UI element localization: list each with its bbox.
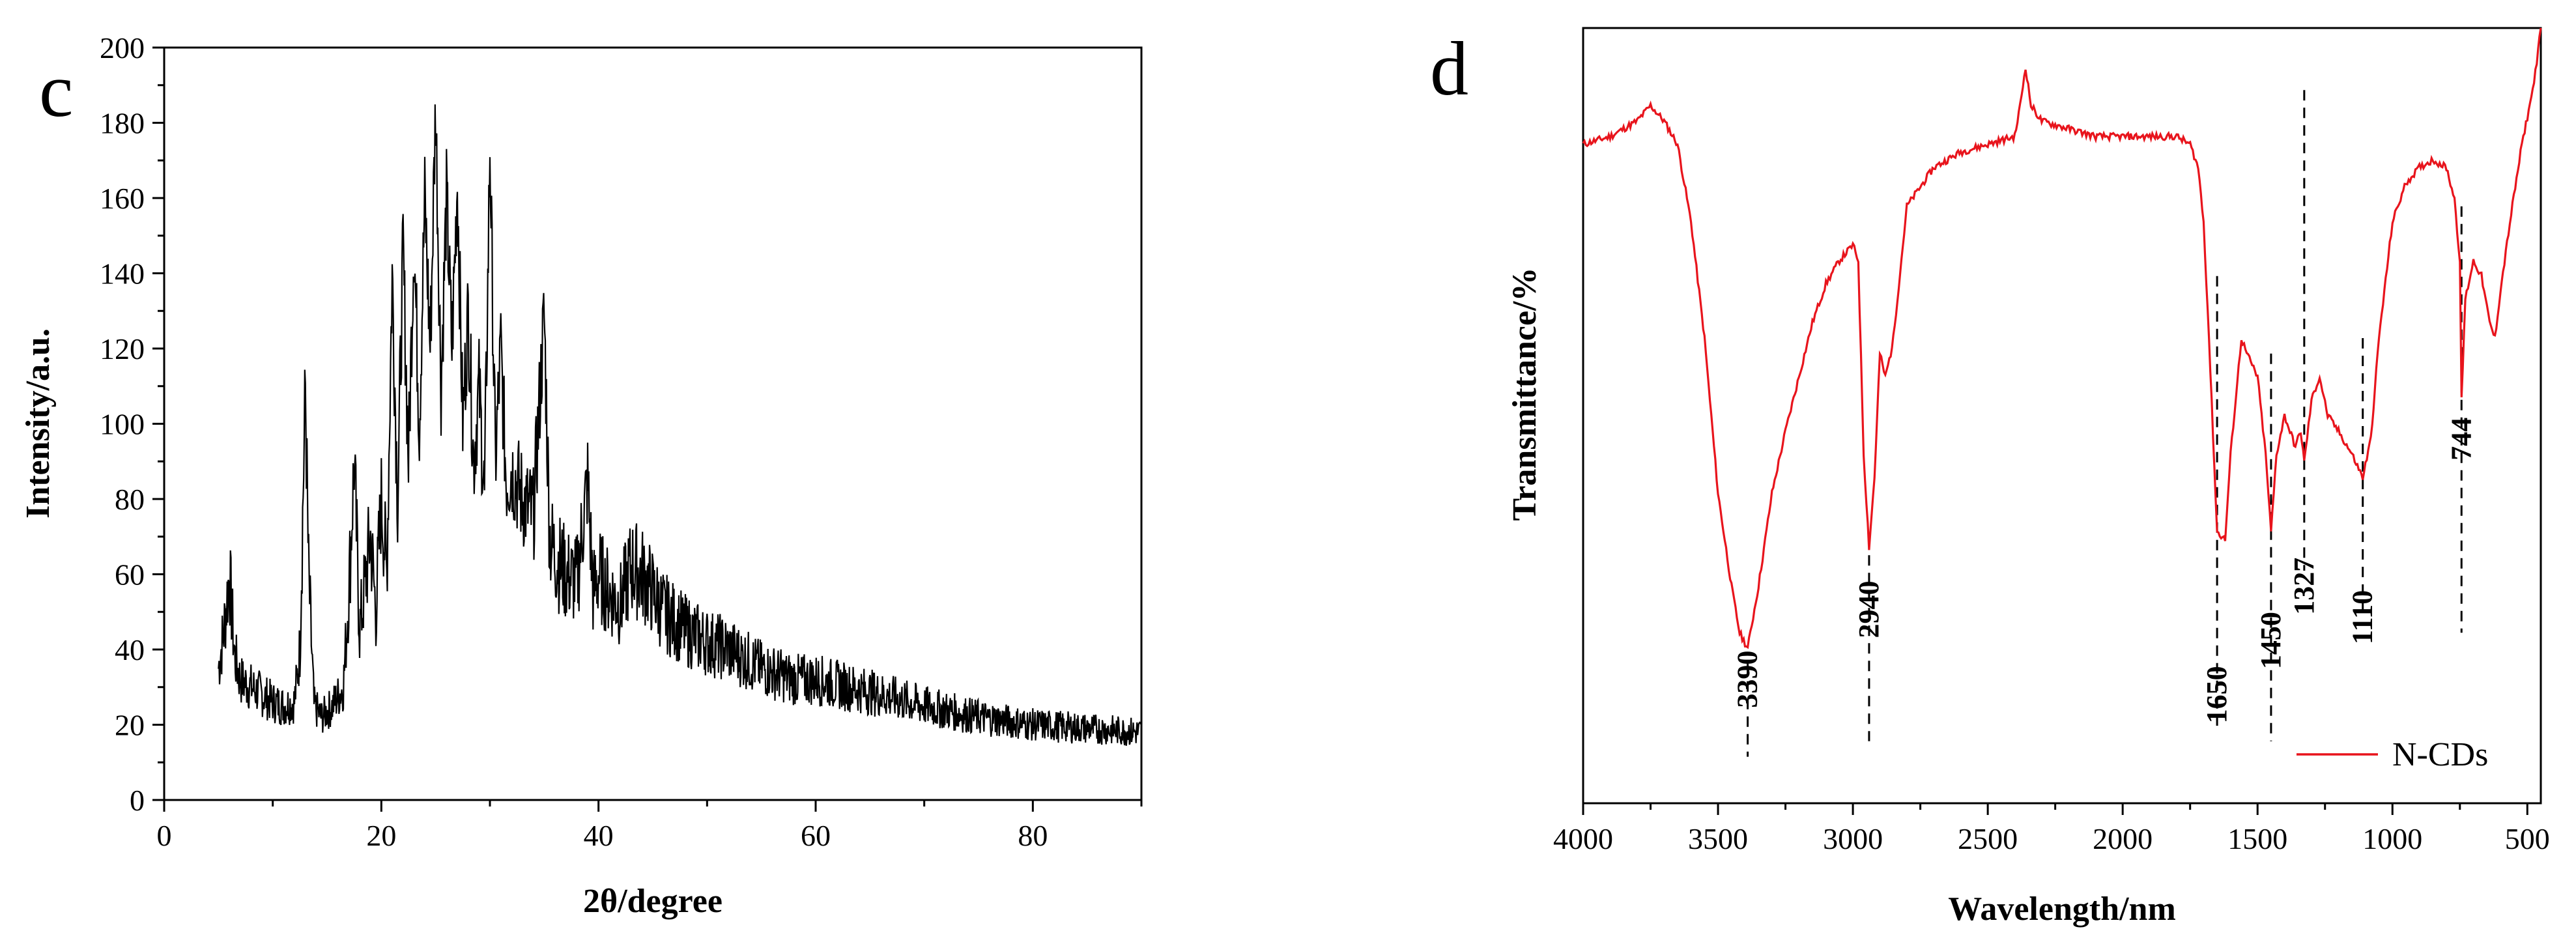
peak-label: 744: [2445, 418, 2477, 461]
x-tick-label-c: 80: [1018, 819, 1048, 852]
x-tick-label-c: 60: [801, 819, 831, 852]
x-axis-title-d: Wavelength/nm: [1948, 891, 2176, 928]
y-tick-label-c: 180: [100, 107, 145, 140]
y-axis-title-d: Transmittance/%: [1506, 268, 1543, 521]
panel-letter-c: c: [39, 48, 73, 133]
peak-label: 2940: [1853, 581, 1885, 638]
peak-label: 1327: [2288, 558, 2320, 615]
y-tick-label-c: 60: [115, 558, 145, 592]
legend: N-CDs: [2297, 736, 2488, 773]
legend-label: N-CDs: [2392, 736, 2488, 773]
y-axis-title-c: Intensity/a.u.: [20, 328, 57, 519]
x-tick-label-c: 0: [157, 819, 172, 852]
y-tick-label-c: 160: [100, 182, 145, 215]
y-tick-label-c: 80: [115, 483, 145, 516]
peak-label: 1110: [2347, 590, 2379, 644]
y-tick-label-c: 0: [130, 784, 145, 817]
x-tick-label-d: 500: [2505, 822, 2550, 855]
x-tick-label-d: 3000: [1823, 822, 1883, 855]
ftir-chart: d 4000 3500 3000 2500 2000 1500 1000 500 3390 29…: [1430, 26, 2550, 928]
peak-label: 3390: [1732, 651, 1764, 708]
x-axis-d: 4000 3500 3000 2500 2000 1500 1000 500: [1553, 803, 2550, 855]
x-tick-label-d: 1500: [2227, 822, 2287, 855]
peak-label: 1650: [2201, 666, 2233, 723]
y-tick-label-c: 140: [100, 257, 145, 291]
panel-letter-d: d: [1430, 26, 1468, 111]
xrd-chart: c 0 20 40 60 80 020406080100120140160180200 …: [20, 31, 1143, 920]
x-tick-label-d: 3500: [1688, 822, 1748, 855]
y-tick-label-c: 200: [100, 31, 145, 64]
peak-label: 1450: [2255, 612, 2287, 669]
x-tick-label-c: 20: [366, 819, 396, 852]
y-axis-c: 0 20 40 60 80 100 120 140 160 180 200: [100, 31, 164, 817]
x-tick-label-c: 40: [584, 819, 614, 852]
y-tick-label-c: 40: [115, 633, 145, 666]
plot-frame-c: [163, 46, 1143, 801]
y-tick-label-c: 20: [115, 709, 145, 742]
x-axis-c: 0 20 40 60 80: [157, 800, 1143, 852]
x-tick-label-d: 1000: [2362, 822, 2422, 855]
x-tick-label-d: 2500: [1958, 822, 2018, 855]
y-tick-label-c: 120: [100, 332, 145, 365]
y-tick-label-c: 100: [100, 408, 145, 441]
x-axis-title-c: 2θ/degree: [583, 883, 723, 920]
plot-frame-d: [1582, 27, 2542, 805]
ftir-series-line: [1582, 27, 2542, 649]
x-tick-label-d: 2000: [2093, 822, 2153, 855]
xrd-series-line: [218, 104, 1142, 746]
x-tick-label-d: 4000: [1553, 822, 1613, 855]
